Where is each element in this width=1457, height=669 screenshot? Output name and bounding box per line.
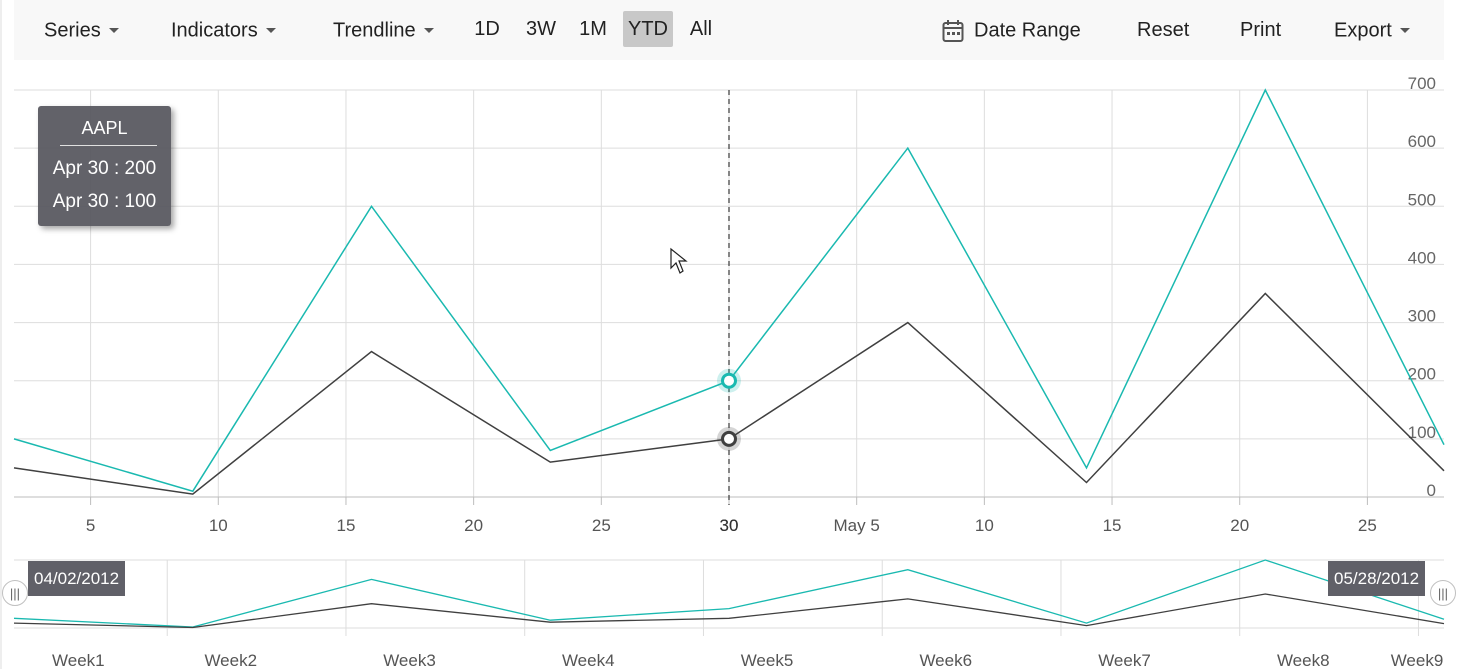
indicators-dropdown[interactable]: Indicators [171, 0, 276, 60]
navigator-week-label: Week5 [741, 651, 794, 669]
navigator-week-label: Week6 [919, 651, 972, 669]
y-tick-label: 100 [1408, 423, 1436, 442]
date-range-label: Date Range [974, 19, 1081, 42]
y-tick-label: 700 [1408, 74, 1436, 93]
y-tick-label: 0 [1427, 481, 1436, 500]
navigator-end-label: 05/28/2012 [1328, 561, 1426, 596]
print-button[interactable]: Print [1240, 19, 1282, 41]
left-border [0, 0, 2, 669]
chevron-down-icon [1399, 28, 1410, 34]
tooltip-line-series1: Apr 30 : 200 [52, 158, 157, 179]
highlight-x-label: 30 [720, 516, 739, 535]
x-tick-label: 30 [720, 516, 739, 535]
navigator-week-label: Week2 [204, 651, 257, 669]
navigator-series [13, 559, 1445, 629]
x-tick-label: 10 [209, 516, 228, 535]
series-2-marker [721, 430, 737, 447]
y-tick-label: 600 [1408, 132, 1436, 151]
main-axes: 0 100 200 300 400 500 600 700 5 10 15 20 25 30 May 5 10… [14, 74, 1444, 535]
navigator-week-label: Week9 [1391, 651, 1444, 669]
series-1-marker [721, 372, 737, 389]
x-tick-label: 25 [592, 516, 611, 535]
chevron-down-icon [265, 28, 276, 34]
navigator-left-handle[interactable]: ||| [2, 580, 28, 606]
export-dropdown[interactable]: Export [1334, 0, 1410, 60]
tooltip-title: AAPL [81, 118, 128, 138]
navigator-grid [14, 559, 1444, 636]
x-tick-label: 15 [337, 516, 356, 535]
y-tick-label: 200 [1408, 365, 1436, 384]
x-tick-label: 5 [86, 516, 95, 535]
series-label: Series [44, 19, 101, 42]
trendline-label: Trendline [333, 19, 416, 42]
x-tick-label: May 5 [834, 516, 880, 535]
mouse-cursor-icon [670, 247, 688, 274]
trendline-dropdown[interactable]: Trendline [333, 0, 434, 60]
navigator-series-2-line [13, 593, 1445, 629]
navigator-axis: Week1 Week2 Week3 Week4 Week5 Week6 Week7 Week8… [52, 651, 1443, 669]
navigator-week-label: Week4 [562, 651, 615, 669]
series-dropdown[interactable]: Series [44, 0, 119, 60]
chart-toolbar: Series Indicators Trendline 1D 3W 1M YTD… [14, 0, 1444, 60]
navigator-week-label: Week3 [383, 651, 436, 669]
export-label: Export [1334, 19, 1392, 42]
reset-button[interactable]: Reset [1137, 19, 1190, 41]
navigator-week-label: Week1 [52, 651, 105, 669]
x-tick-label: 10 [975, 516, 994, 535]
tooltip-divider [60, 145, 157, 146]
period-1d[interactable]: 1D [474, 18, 500, 40]
x-tick-label: 20 [464, 516, 483, 535]
tooltip: AAPL Apr 30 : 200 Apr 30 : 100 [38, 106, 171, 226]
indicators-label: Indicators [171, 19, 258, 42]
period-all[interactable]: All [689, 18, 713, 40]
period-ytd[interactable]: YTD [623, 11, 673, 47]
navigator-week-label: Week8 [1277, 651, 1330, 669]
y-tick-label: 400 [1408, 248, 1436, 267]
x-tick-label: 20 [1230, 516, 1249, 535]
tooltip-line-series2: Apr 30 : 100 [52, 191, 157, 212]
navigator-week-label: Week7 [1098, 651, 1151, 669]
navigator-series-1-line [13, 559, 1445, 628]
x-tick-label: 15 [1103, 516, 1122, 535]
y-tick-label: 500 [1408, 190, 1436, 209]
chevron-down-icon [423, 28, 434, 34]
y-tick-label: 300 [1408, 307, 1436, 326]
calendar-icon [942, 19, 964, 42]
x-tick-label: 25 [1358, 516, 1377, 535]
navigator-start-label: 04/02/2012 [28, 561, 126, 596]
chevron-down-icon [108, 28, 119, 34]
crosshair: 30 [717, 90, 741, 535]
date-range-button[interactable]: Date Range [942, 0, 1081, 60]
period-3w[interactable]: 3W [526, 18, 556, 40]
period-1m[interactable]: 1M [579, 18, 607, 40]
navigator-right-handle[interactable]: ||| [1430, 580, 1456, 606]
